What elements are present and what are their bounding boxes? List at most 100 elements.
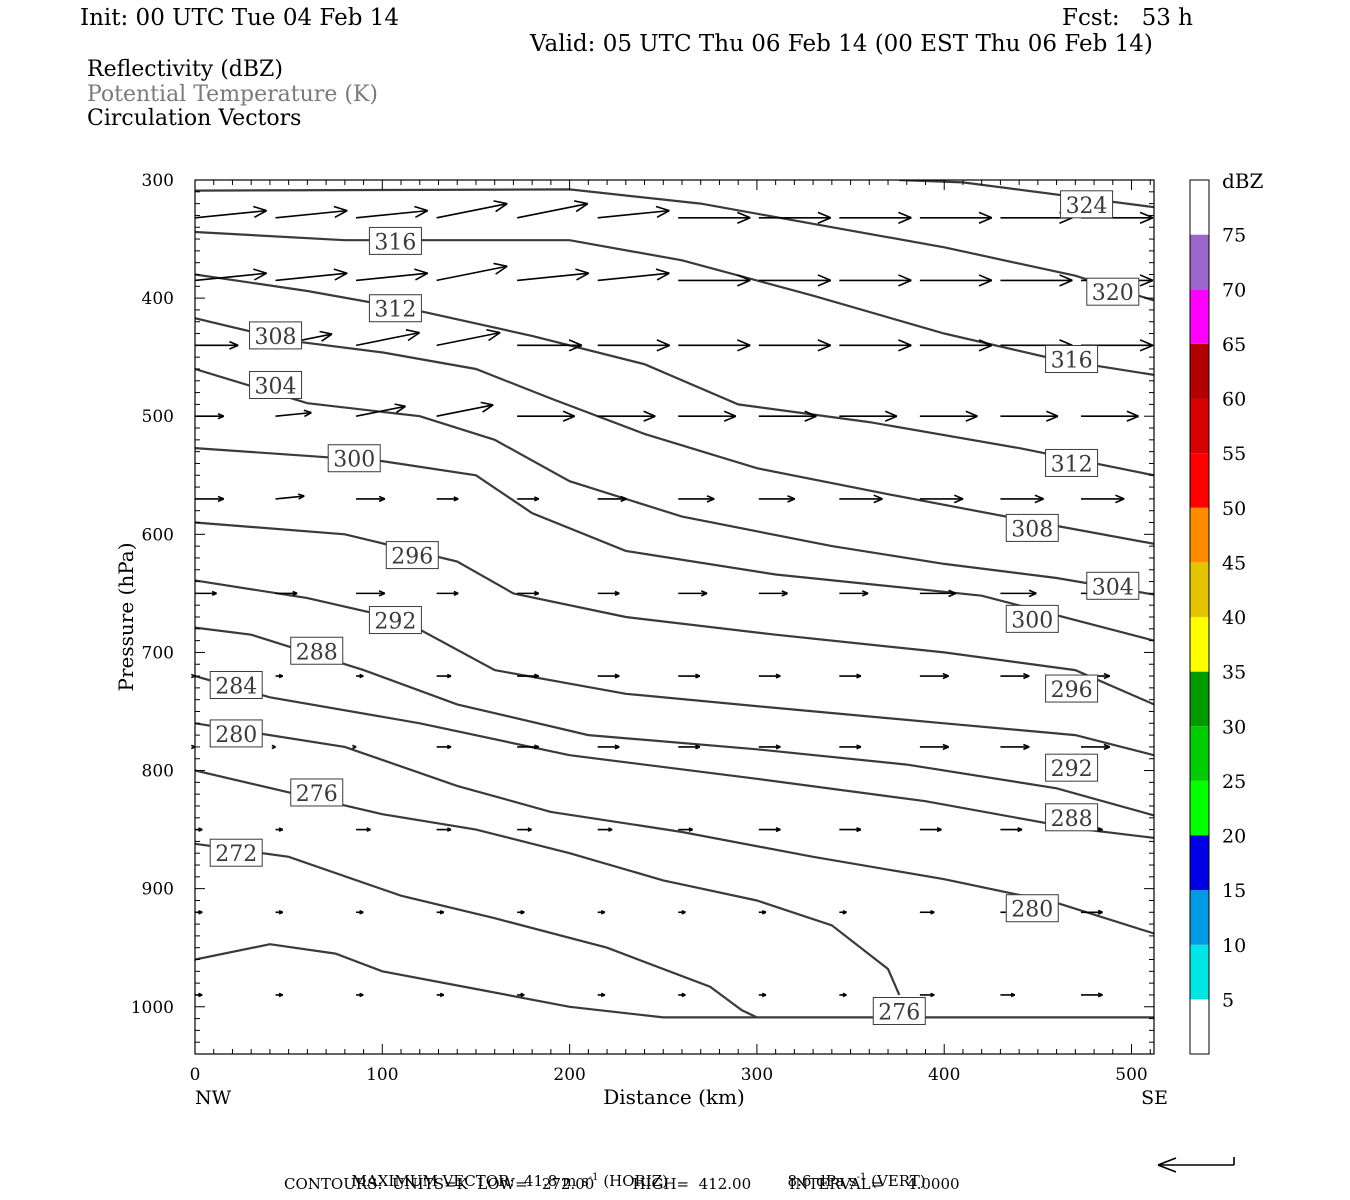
theta-label: 304 bbox=[1086, 571, 1140, 600]
theta-isoline-320 bbox=[195, 188, 1154, 302]
theta-label: 308 bbox=[249, 321, 303, 350]
theta-label: 280 bbox=[1005, 894, 1059, 923]
circulation-vector bbox=[839, 410, 898, 422]
circulation-vector bbox=[436, 909, 445, 915]
x-tick-label: 300 bbox=[741, 1065, 773, 1085]
theta-label: 288 bbox=[1045, 803, 1099, 832]
circulation-vector bbox=[678, 410, 737, 422]
circulation-vector bbox=[597, 205, 670, 219]
circulation-vector bbox=[1080, 992, 1103, 998]
circulation-vector bbox=[1000, 992, 1016, 998]
circulation-vector bbox=[517, 496, 540, 502]
circulation-vector bbox=[1000, 494, 1044, 504]
circulation-vector bbox=[839, 909, 847, 915]
circulation-vector bbox=[597, 827, 613, 832]
svg-text:312: 312 bbox=[1051, 452, 1093, 477]
colorbar-label: 40 bbox=[1222, 607, 1246, 629]
theta-isoline-300 bbox=[195, 447, 1154, 642]
circulation-vector bbox=[195, 340, 239, 350]
circulation-vector bbox=[758, 274, 832, 287]
colorbar-label: 65 bbox=[1222, 334, 1246, 356]
x-tick-label: 400 bbox=[928, 1065, 960, 1085]
colorbar-label: 30 bbox=[1222, 716, 1246, 738]
colorbar-title: dBZ bbox=[1222, 169, 1264, 193]
circulation-vector bbox=[517, 410, 576, 422]
theta-isoline-312 bbox=[195, 273, 1154, 477]
y-axis-label: Pressure (hPa) bbox=[114, 543, 138, 692]
svg-text:300: 300 bbox=[1011, 608, 1053, 633]
circulation-vector bbox=[758, 495, 796, 503]
circulation-vector bbox=[678, 992, 686, 998]
svg-text:288: 288 bbox=[1051, 807, 1093, 832]
circulation-vector bbox=[436, 992, 445, 998]
circulation-vector bbox=[758, 992, 767, 998]
contour-info: CONTOURS: UNITS=K LOW= 272.00 HIGH= 412.… bbox=[284, 1175, 960, 1193]
circulation-vector bbox=[275, 992, 284, 998]
theta-label: 316 bbox=[368, 226, 422, 255]
circulation-vector bbox=[597, 268, 670, 282]
circulation-vector bbox=[517, 909, 525, 915]
colorbar-label: 70 bbox=[1222, 279, 1246, 301]
circulation-vector bbox=[1080, 410, 1139, 422]
circulation-vector bbox=[356, 673, 364, 679]
circulation-vector bbox=[517, 200, 589, 219]
svg-text:304: 304 bbox=[1092, 575, 1134, 600]
circulation-vector bbox=[839, 339, 912, 352]
circulation-vector bbox=[1000, 672, 1030, 680]
circulation-vector bbox=[352, 744, 357, 750]
circulation-vector bbox=[1080, 494, 1125, 504]
circulation-vector bbox=[356, 827, 371, 832]
theta-isoline-308 bbox=[195, 317, 1154, 545]
colorbar-swatch bbox=[1190, 890, 1209, 945]
circulation-vector bbox=[436, 744, 452, 750]
y-tick-label: 900 bbox=[142, 880, 174, 900]
svg-text:304: 304 bbox=[255, 375, 297, 400]
svg-text:296: 296 bbox=[1051, 678, 1093, 703]
colorbar-swatch bbox=[1190, 726, 1209, 781]
colorbar-swatch bbox=[1190, 234, 1209, 290]
svg-text:276: 276 bbox=[296, 782, 338, 807]
left-endpoint: NW bbox=[195, 1087, 232, 1109]
circulation-vector bbox=[1080, 743, 1111, 751]
circulation-vector bbox=[919, 494, 964, 504]
circulation-vector bbox=[517, 744, 540, 750]
theta-label: 292 bbox=[368, 606, 422, 635]
circulation-vector bbox=[597, 339, 671, 352]
circulation-vector bbox=[436, 673, 452, 679]
x-tick-label: 500 bbox=[1115, 1065, 1147, 1085]
y-tick-label: 600 bbox=[142, 525, 174, 545]
colorbar-swatch bbox=[1190, 180, 1209, 235]
circulation-vector bbox=[678, 827, 693, 832]
circulation-vector bbox=[275, 493, 305, 500]
theta-isoline-324 bbox=[899, 180, 1154, 209]
circulation-vector bbox=[758, 211, 832, 224]
circulation-vector bbox=[436, 329, 501, 347]
field-theta: Potential Temperature (K) bbox=[87, 82, 378, 107]
circulation-vector bbox=[678, 673, 701, 679]
circulation-vector bbox=[356, 909, 364, 915]
theta-label: 308 bbox=[1005, 513, 1059, 542]
colorbar-label: 60 bbox=[1222, 389, 1246, 411]
circulation-vector bbox=[919, 589, 957, 598]
circulation-vector bbox=[678, 909, 686, 915]
colorbar-label: 55 bbox=[1222, 443, 1246, 465]
colorbar-swatch bbox=[1190, 999, 1209, 1054]
circulation-vector bbox=[1000, 410, 1059, 422]
svg-text:276: 276 bbox=[878, 1000, 920, 1025]
field-vectors: Circulation Vectors bbox=[87, 106, 302, 131]
init-time: Init: 00 UTC Tue 04 Feb 14 bbox=[80, 5, 400, 31]
circulation-vector bbox=[758, 339, 832, 352]
circulation-vector bbox=[678, 590, 708, 597]
theta-isoline-304 bbox=[195, 367, 1154, 596]
x-axis-label: Distance (km) bbox=[603, 1085, 745, 1109]
y-tick-label: 400 bbox=[142, 289, 174, 309]
svg-text:284: 284 bbox=[215, 675, 257, 700]
circulation-vector bbox=[678, 274, 751, 287]
theta-isoline-288 bbox=[195, 626, 1154, 817]
colorbar-label: 15 bbox=[1222, 880, 1246, 902]
circulation-vector bbox=[919, 410, 978, 422]
svg-text:292: 292 bbox=[374, 610, 416, 635]
x-tick-label: 100 bbox=[366, 1065, 398, 1085]
circulation-vector bbox=[919, 211, 993, 224]
circulation-vector bbox=[839, 274, 912, 287]
